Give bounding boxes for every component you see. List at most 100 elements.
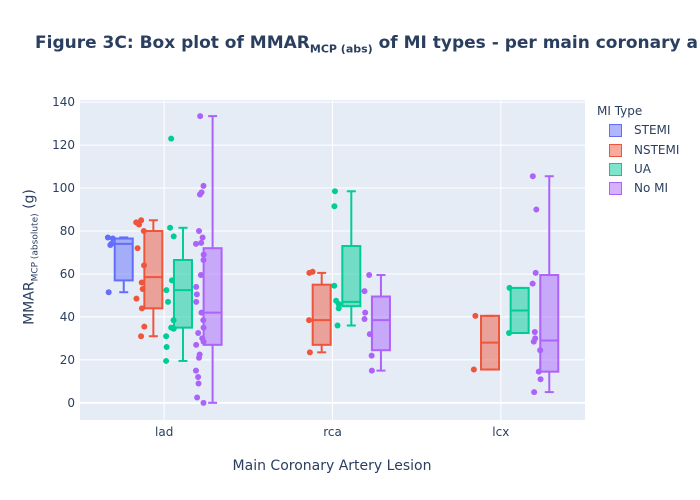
- box-iqr: [113, 237, 134, 282]
- data-point: [197, 272, 204, 279]
- legend-item-nstemi[interactable]: NSTEMI: [597, 141, 679, 159]
- data-point: [192, 240, 199, 247]
- data-point: [167, 224, 174, 231]
- y-tick-label-120: 120: [52, 138, 75, 152]
- data-point: [136, 221, 143, 228]
- chart-title: Figure 3C: Box plot of MMARMCP (abs) of …: [35, 33, 698, 56]
- data-point: [193, 283, 200, 290]
- box-ua-lad: [163, 135, 193, 364]
- data-point: [105, 289, 112, 296]
- data-point: [107, 241, 114, 248]
- data-point: [200, 317, 207, 324]
- box-iqr: [172, 259, 193, 329]
- box-no-mi-rca: [361, 272, 391, 374]
- data-point: [361, 288, 368, 295]
- data-point: [200, 399, 207, 406]
- data-point: [531, 328, 538, 335]
- data-point: [133, 295, 140, 302]
- box-ua-rca: [331, 188, 362, 329]
- data-point: [163, 287, 170, 294]
- data-point: [168, 277, 175, 284]
- legend-swatch-stemi: [609, 123, 622, 137]
- box-nstemi-rca: [306, 268, 332, 356]
- data-point: [195, 380, 202, 387]
- data-point: [537, 376, 544, 383]
- y-tick-label-140: 140: [52, 95, 75, 109]
- y-tick-label-60: 60: [60, 267, 75, 281]
- box-iqr: [202, 247, 223, 346]
- data-point: [331, 282, 338, 289]
- data-point: [535, 368, 542, 375]
- data-point: [306, 349, 313, 356]
- x-tick-label-rca: rca: [323, 425, 342, 439]
- data-point: [163, 357, 170, 364]
- data-point: [533, 206, 540, 213]
- data-point: [335, 305, 342, 312]
- data-point: [200, 182, 207, 189]
- legend-item-no-mi[interactable]: No MI: [597, 179, 668, 197]
- data-point: [193, 341, 200, 348]
- data-point: [194, 394, 201, 401]
- data-point: [195, 228, 202, 235]
- y-tick-label-0: 0: [67, 396, 75, 410]
- data-point: [200, 251, 207, 258]
- data-point: [537, 347, 544, 354]
- x-tick-label-lad: lad: [155, 425, 173, 439]
- legend-item-stemi[interactable]: STEMI: [597, 121, 670, 139]
- data-point: [139, 285, 146, 292]
- data-point: [170, 325, 177, 332]
- legend-label-nstemi: NSTEMI: [634, 143, 680, 157]
- data-point: [530, 338, 537, 345]
- data-point: [506, 330, 513, 337]
- box-no-mi-lcx: [529, 173, 560, 396]
- data-point: [361, 316, 368, 323]
- legend-item-ua[interactable]: UA: [597, 160, 651, 178]
- data-point: [193, 291, 200, 298]
- data-point: [141, 262, 148, 269]
- data-point: [306, 317, 313, 324]
- data-point: [109, 235, 116, 242]
- data-point: [199, 234, 206, 241]
- x-tick-label-lcx: lcx: [492, 425, 509, 439]
- box-iqr: [370, 295, 391, 352]
- data-point: [472, 312, 479, 319]
- legend-label-ua: UA: [634, 162, 651, 176]
- data-point: [138, 279, 145, 286]
- box-no-mi-lad: [192, 113, 223, 406]
- box-iqr: [539, 274, 560, 373]
- box-stemi-lad: [104, 234, 134, 296]
- data-point: [197, 113, 204, 120]
- data-point: [531, 389, 538, 396]
- data-point: [200, 324, 207, 331]
- data-point: [165, 298, 172, 305]
- data-point: [138, 333, 145, 340]
- data-point: [195, 330, 202, 337]
- data-point: [366, 331, 373, 338]
- data-point: [200, 338, 207, 345]
- data-point: [331, 188, 338, 195]
- box-iqr: [311, 283, 332, 346]
- data-point: [198, 239, 205, 246]
- data-point: [532, 269, 539, 276]
- y-tick-label-40: 40: [60, 310, 75, 324]
- y-tick-label-80: 80: [60, 224, 75, 238]
- data-point: [195, 354, 202, 361]
- box-nstemi-lad: [133, 217, 164, 340]
- legend-swatch-nstemi: [609, 143, 622, 157]
- data-point: [168, 135, 175, 142]
- data-point: [163, 333, 170, 340]
- box-nstemi-lcx: [470, 312, 501, 373]
- y-axis-title: MMARMCP (absolute) (g): [21, 189, 41, 325]
- data-point: [506, 284, 513, 291]
- data-point: [192, 367, 199, 374]
- data-point: [529, 280, 536, 287]
- data-point: [368, 367, 375, 374]
- data-point: [200, 257, 207, 263]
- data-point: [170, 317, 177, 324]
- legend-label-stemi: STEMI: [634, 123, 671, 137]
- data-point: [335, 301, 342, 308]
- y-tick-label-100: 100: [52, 181, 75, 195]
- data-point: [163, 343, 170, 350]
